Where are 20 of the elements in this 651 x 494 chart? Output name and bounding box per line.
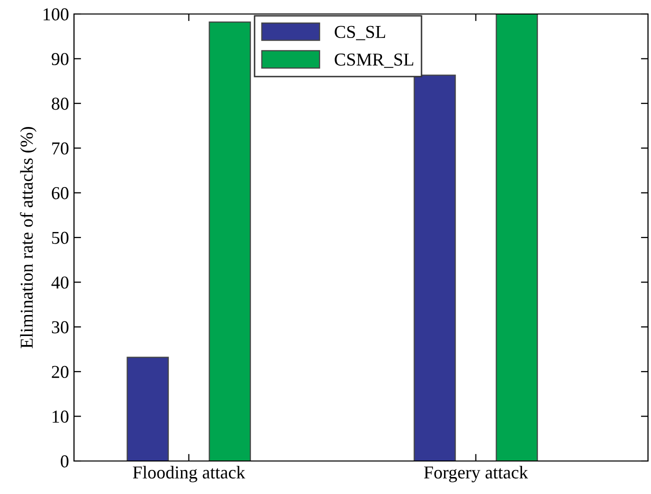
- x-tick-label: Forgery attack: [424, 466, 528, 482]
- y-tick-label: 80: [52, 98, 68, 110]
- bar: [496, 14, 538, 461]
- x-tick-label: Flooding attack: [132, 466, 246, 482]
- y-tick-label: 60: [52, 187, 68, 200]
- bar: [126, 356, 169, 461]
- y-tick-label: 0: [60, 455, 68, 468]
- y-tick-label: 50: [52, 232, 68, 244]
- legend-label: CSMR_SL: [334, 54, 414, 68]
- bar: [208, 21, 251, 461]
- y-axis-title: Elimination rate of attacks (%): [20, 126, 36, 348]
- legend-label: CS_SL: [334, 26, 386, 40]
- y-tick-label: 30: [52, 321, 68, 334]
- bar: [414, 74, 456, 461]
- y-tick-label: 100: [44, 8, 68, 20]
- y-tick-label: 90: [52, 52, 68, 66]
- y-tick-label: 40: [51, 276, 68, 289]
- y-tick-label: 20: [52, 366, 68, 378]
- y-tick-label: 10: [52, 410, 68, 423]
- y-tick-label: 70: [52, 142, 68, 155]
